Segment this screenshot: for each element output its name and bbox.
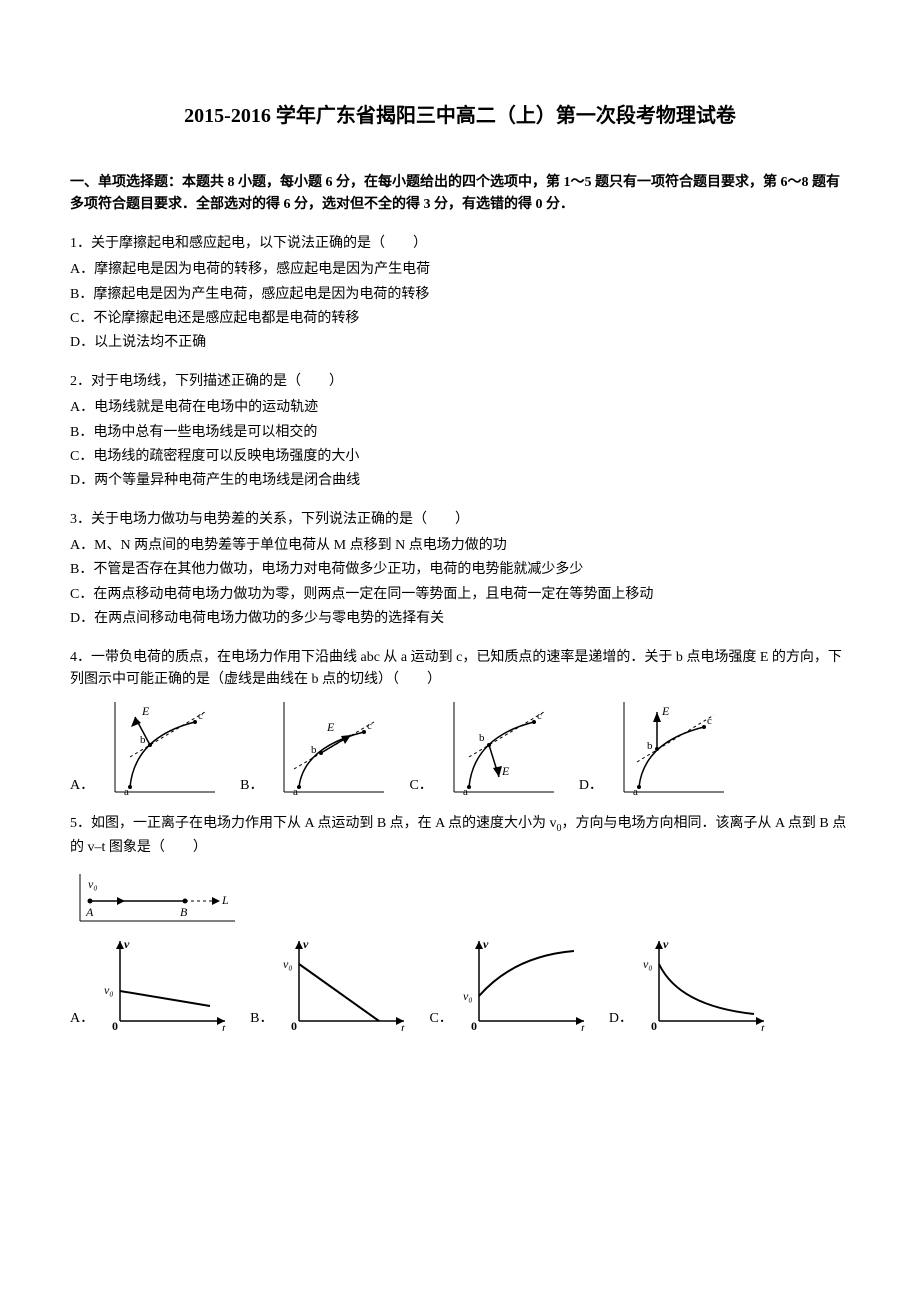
q1-options: A．摩擦起电是因为电荷的转移，感应起电是因为产生电荷 B．摩擦起电是因为产生电荷… xyxy=(70,259,850,355)
svg-text:a: a xyxy=(463,786,468,797)
q2-option-a: A．电场线就是电荷在电场中的运动轨迹 xyxy=(70,397,850,419)
svg-text:b: b xyxy=(479,732,485,744)
svg-text:v₀: v₀ xyxy=(463,989,473,1003)
q5-stem: 5．如图，一正离子在电场力作用下从 A 点运动到 B 点，在 A 点的速度大小为… xyxy=(70,813,850,859)
q1-option-d: D．以上说法均不正确 xyxy=(70,332,850,354)
q5-stem-part1: 5．如图，一正离子在电场力作用下从 A 点运动到 B 点，在 A 点的速度大小为… xyxy=(70,816,557,831)
q4-stem: 4．一带负电荷的质点，在电场力作用下沿曲线 abc 从 a 运动到 c，已知质点… xyxy=(70,647,850,692)
q1-stem: 1．关于摩擦起电和感应起电，以下说法正确的是（ ） xyxy=(70,233,850,255)
q2-option-b: B．电场中总有一些电场线是可以相交的 xyxy=(70,422,850,444)
svg-text:A: A xyxy=(85,905,94,919)
q5-option-c: C． v t 0 v₀ xyxy=(429,936,588,1031)
svg-text:E: E xyxy=(501,764,510,778)
svg-text:v: v xyxy=(663,937,669,951)
svg-text:c: c xyxy=(198,710,203,722)
svg-text:b: b xyxy=(140,734,146,746)
svg-text:E: E xyxy=(661,704,670,718)
q5-figure-row: A． v t 0 v₀ B． v t 0 v₀ C． xyxy=(70,936,850,1031)
q4-fig-d: E a b c xyxy=(609,697,729,797)
q1-option-c: C．不论摩擦起电还是感应起电都是电荷的转移 xyxy=(70,308,850,330)
q3-option-b: B．不管是否存在其他力做功，电场力对电荷做多少正功，电荷的电势能就减少多少 xyxy=(70,559,850,581)
svg-text:c: c xyxy=(537,710,542,722)
page-title: 2015-2016 学年广东省揭阳三中高二（上）第一次段考物理试卷 xyxy=(70,100,850,132)
svg-text:v: v xyxy=(303,937,309,951)
q1-option-b: B．摩擦起电是因为产生电荷，感应起电是因为电荷的转移 xyxy=(70,284,850,306)
q1-option-a: A．摩擦起电是因为电荷的转移，感应起电是因为产生电荷 xyxy=(70,259,850,281)
q5-option-b: B． v t 0 v₀ xyxy=(250,936,409,1031)
q4-label-a: A． xyxy=(70,775,94,797)
q5-option-d: D． v t 0 v₀ xyxy=(609,936,769,1031)
q3-option-d: D．在两点间移动电荷电场力做功的多少与零电势的选择有关 xyxy=(70,608,850,630)
svg-text:t: t xyxy=(761,1021,765,1031)
q5-label-d: D． xyxy=(609,1008,633,1030)
q5-setup-figure: v₀ A B L xyxy=(70,866,850,926)
svg-text:v: v xyxy=(483,937,489,951)
q4-option-a: A． E a b c xyxy=(70,697,220,797)
q4-option-b: B． E a b c xyxy=(240,697,389,797)
svg-text:b: b xyxy=(647,740,653,752)
section-instructions: 一、单项选择题：本题共 8 小题，每小题 6 分，在每小题给出的四个选项中，第 … xyxy=(70,172,850,217)
svg-text:0: 0 xyxy=(651,1019,657,1031)
svg-text:t: t xyxy=(401,1021,405,1031)
svg-text:B: B xyxy=(180,905,188,919)
q4-option-d: D． E a b c xyxy=(579,697,729,797)
q4-label-d: D． xyxy=(579,775,603,797)
q5-label-b: B． xyxy=(250,1008,273,1030)
svg-text:b: b xyxy=(311,744,317,756)
svg-text:0: 0 xyxy=(291,1019,297,1031)
q4-option-c: C． E a b c xyxy=(409,697,558,797)
q2-option-c: C．电场线的疏密程度可以反映电场强度的大小 xyxy=(70,446,850,468)
q3-stem: 3．关于电场力做功与电势差的关系，下列说法正确的是（ ） xyxy=(70,509,850,531)
svg-text:a: a xyxy=(124,786,129,797)
svg-text:L: L xyxy=(221,893,229,907)
q3-option-a: A．M、N 两点间的电势差等于单位电荷从 M 点移到 N 点电场力做的功 xyxy=(70,535,850,557)
q5-fig-a: v t 0 v₀ xyxy=(100,936,230,1031)
svg-text:c: c xyxy=(367,720,372,732)
q4-label-b: B． xyxy=(240,775,263,797)
q5-fig-b: v t 0 v₀ xyxy=(279,936,409,1031)
q5-option-a: A． v t 0 v₀ xyxy=(70,936,230,1031)
q3-option-c: C．在两点移动电荷电场力做功为零，则两点一定在同一等势面上，且电荷一定在等势面上… xyxy=(70,584,850,606)
q5-fig-d: v t 0 v₀ xyxy=(639,936,769,1031)
svg-text:v₀: v₀ xyxy=(643,957,653,971)
svg-text:a: a xyxy=(633,786,638,797)
q4-fig-b: E a b c xyxy=(269,697,389,797)
q2-options: A．电场线就是电荷在电场中的运动轨迹 B．电场中总有一些电场线是可以相交的 C．… xyxy=(70,397,850,493)
q5-label-a: A． xyxy=(70,1008,94,1030)
q4-fig-c: E a b c xyxy=(439,697,559,797)
svg-text:0: 0 xyxy=(112,1019,118,1031)
svg-text:E: E xyxy=(326,720,335,734)
svg-text:v₀: v₀ xyxy=(283,957,293,971)
q5-fig-c: v t 0 v₀ xyxy=(459,936,589,1031)
svg-text:E: E xyxy=(141,704,150,718)
svg-text:c: c xyxy=(707,715,712,727)
q2-stem: 2．对于电场线，下列描述正确的是（ ） xyxy=(70,371,850,393)
svg-text:0: 0 xyxy=(471,1019,477,1031)
svg-text:t: t xyxy=(222,1021,226,1031)
q5-label-c: C． xyxy=(429,1008,452,1030)
q4-fig-a: E a b c xyxy=(100,697,220,797)
q2-option-d: D．两个等量异种电荷产生的电场线是闭合曲线 xyxy=(70,470,850,492)
svg-text:t: t xyxy=(581,1021,585,1031)
svg-text:a: a xyxy=(293,786,298,797)
svg-text:v: v xyxy=(124,937,130,951)
q4-label-c: C． xyxy=(409,775,432,797)
q3-options: A．M、N 两点间的电势差等于单位电荷从 M 点移到 N 点电场力做的功 B．不… xyxy=(70,535,850,631)
q4-figure-row: A． E a b c B． E xyxy=(70,697,850,797)
svg-text:v₀: v₀ xyxy=(104,983,114,997)
svg-text:v₀: v₀ xyxy=(88,877,98,891)
